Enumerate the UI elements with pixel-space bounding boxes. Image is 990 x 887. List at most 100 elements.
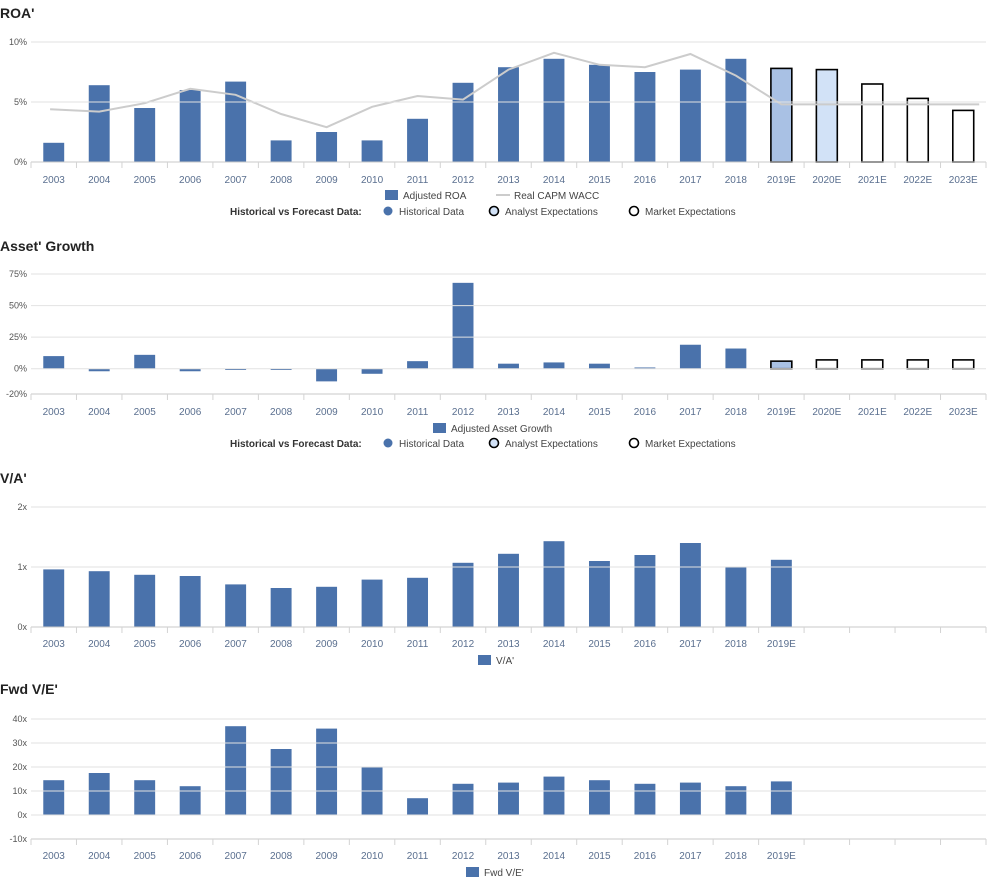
- fwd_ve-bar: [770, 781, 792, 815]
- fwd_ve-bar: [134, 780, 156, 815]
- va-xtick-label: 2013: [497, 639, 520, 650]
- asset_growth-bar: [906, 359, 930, 370]
- asset_growth-xtick-label: 2008: [270, 407, 293, 418]
- va-legend-swatch: [478, 655, 491, 665]
- asset_growth-bar: [725, 348, 747, 369]
- roa-xtick-label: 2018: [725, 175, 748, 186]
- asset_growth-xtick-label: 2011: [407, 407, 429, 418]
- asset-growth-legend-swatch: [433, 423, 446, 433]
- va-bar: [88, 571, 110, 627]
- fwd_ve-bar: [270, 749, 292, 815]
- fwd_ve-xtick-label: 2014: [543, 851, 566, 862]
- roa-forecast-legend: Historical vs Forecast Data: Historical …: [230, 205, 736, 218]
- ag-legend-historical: Historical Data: [399, 439, 464, 450]
- fwd-ve-legend-label: Fwd V/E': [484, 868, 524, 879]
- roa-bar: [316, 132, 338, 162]
- va-bar: [770, 559, 792, 627]
- roa-bar: [725, 58, 747, 162]
- asset_growth-bar: [679, 344, 701, 369]
- va-bar: [452, 562, 474, 627]
- fwd_ve-ytick-label: 30x: [12, 738, 27, 748]
- va-bar: [407, 577, 429, 627]
- va-bar: [225, 584, 247, 627]
- va-bar: [498, 553, 519, 627]
- fwd_ve-bar: [634, 783, 656, 815]
- asset_growth-xtick-label: 2020E: [812, 407, 841, 418]
- asset_growth-ytick-label: 75%: [9, 269, 27, 279]
- va-bar: [725, 567, 747, 627]
- ag-legend-analyst: Analyst Expectations: [505, 439, 598, 450]
- roa-xtick-label: 2022E: [903, 175, 932, 186]
- asset_growth-xtick-label: 2005: [134, 407, 157, 418]
- fwd_ve-xtick-label: 2008: [270, 851, 293, 862]
- asset_growth-bar: [588, 363, 610, 369]
- roa-xtick-label: 2016: [634, 175, 657, 186]
- ag-legend-market: Market Expectations: [645, 439, 736, 450]
- roa-legend-adjusted-roa: Adjusted ROA: [403, 191, 467, 202]
- roa-ytick-label: 0%: [14, 157, 27, 167]
- asset_growth-xtick-label: 2023E: [949, 407, 978, 418]
- va-bar: [43, 569, 65, 627]
- asset_growth-xtick-label: 2021E: [858, 407, 887, 418]
- fwd_ve-bar: [543, 776, 565, 815]
- roa-legend-wacc: Real CAPM WACC: [514, 191, 599, 202]
- roa-bar: [770, 67, 793, 163]
- va-xtick-label: 2005: [134, 639, 157, 650]
- asset_growth-xtick-label: 2012: [452, 407, 475, 418]
- asset_growth-xtick-label: 2018: [725, 407, 748, 418]
- va-xtick-label: 2007: [225, 639, 248, 650]
- asset_growth-bar: [407, 361, 429, 369]
- asset_growth-xtick-label: 2004: [88, 407, 111, 418]
- fwd_ve-xtick-label: 2010: [361, 851, 384, 862]
- roa-xtick-label: 2011: [407, 175, 429, 186]
- fwd-ve-panel: Fwd V/E' -10x 0x 10x 20x 30x 40x 2003 2004 2005 2…: [0, 681, 987, 879]
- fwd_ve-xtick-label: 2006: [179, 851, 202, 862]
- asset_growth-xtick-label: 2014: [543, 407, 566, 418]
- roa-xtick-label: 2014: [543, 175, 566, 186]
- roa-xtick-label: 2010: [361, 175, 384, 186]
- fwd_ve-xtick-label: 2017: [679, 851, 702, 862]
- va-panel: V/A' 0x 1x 2x 2003 2004 2005 2006 2007 2008 2009 2…: [0, 470, 987, 667]
- asset_growth-xtick-label: 2013: [497, 407, 520, 418]
- fwd_ve-bar: [88, 773, 110, 815]
- fwd_ve-bar: [179, 786, 201, 815]
- va-legend-label: V/A': [496, 656, 514, 667]
- fwd_ve-ytick-label: 10x: [12, 786, 27, 796]
- roa-legend-historical-dot: [383, 206, 393, 216]
- roa-legend-market: Market Expectations: [645, 207, 736, 218]
- asset_growth-bar: [770, 360, 793, 370]
- va-xtick-label: 2010: [361, 639, 384, 650]
- asset_growth-bar: [543, 362, 565, 369]
- asset_growth-xtick-label: 2017: [679, 407, 702, 418]
- va-legend: V/A': [478, 655, 514, 667]
- va-ytick-label: 2x: [17, 502, 27, 512]
- asset-growth-legend: Adjusted Asset Growth: [433, 423, 552, 435]
- roa-xtick-label: 2021E: [858, 175, 887, 186]
- roa-bar: [452, 82, 474, 162]
- va-bar: [134, 574, 156, 627]
- asset-growth-legend-label: Adjusted Asset Growth: [451, 424, 552, 435]
- roa-bar: [43, 142, 65, 162]
- roa-xtick-label: 2005: [134, 175, 157, 186]
- roa-xtick-label: 2003: [43, 175, 66, 186]
- fwd_ve-xtick-label: 2011: [407, 851, 429, 862]
- va-bar: [679, 543, 701, 627]
- asset_growth-bar: [861, 359, 884, 370]
- va-xtick-label: 2008: [270, 639, 293, 650]
- roa-xtick-label: 2006: [179, 175, 202, 186]
- roa-bar: [498, 67, 519, 162]
- roa-xtick-label: 2012: [452, 175, 475, 186]
- fwd_ve-xtick-label: 2015: [588, 851, 611, 862]
- asset_growth-bar: [634, 367, 656, 369]
- roa-xtick-label: 2013: [497, 175, 520, 186]
- va-xtick-label: 2016: [634, 639, 657, 650]
- roa-wacc-line: [50, 51, 980, 129]
- roa-bar: [407, 118, 429, 162]
- roa-bar: [952, 109, 975, 163]
- roa-ytick-label: 10%: [9, 37, 27, 47]
- va-xtick-label: 2012: [452, 639, 475, 650]
- roa-bar: [361, 140, 383, 162]
- roa-panel: ROA' 0% 5% 10% 2003 2004 2005 2006 2007 2008 2009…: [0, 5, 987, 218]
- fwd_ve-bar: [43, 780, 65, 815]
